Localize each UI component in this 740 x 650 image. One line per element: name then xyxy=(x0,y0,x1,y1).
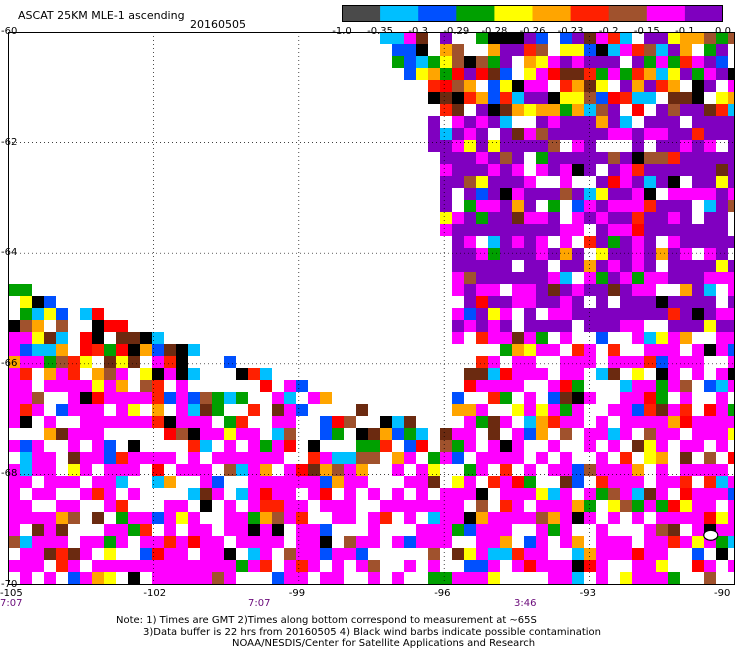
colorbar-label: -0.35 xyxy=(367,26,394,37)
longitude-label: -99 xyxy=(288,588,306,599)
colorbar-swatch xyxy=(646,5,686,22)
colorbar-label: -0.15 xyxy=(633,26,660,37)
note-line-3: NOAA/NESDIS/Center for Satellite Applica… xyxy=(232,638,536,649)
colorbar-swatch xyxy=(342,5,381,22)
latitude-label: -62 xyxy=(1,136,18,148)
colorbar-label: -0.1 xyxy=(675,26,695,37)
product-title: ASCAT 25KM MLE-1 ascending xyxy=(18,9,185,22)
latitude-label: -70 xyxy=(1,579,18,590)
longitude-label: -93 xyxy=(579,588,596,599)
time-label-right: 3:46 xyxy=(514,598,537,609)
colorbar-swatches xyxy=(342,5,724,22)
swath-cells xyxy=(8,32,735,585)
latitude-label: -68 xyxy=(1,468,18,480)
colorbar-label: 0.0 xyxy=(715,26,731,37)
gridlines xyxy=(8,32,735,585)
wind-quality-map xyxy=(8,32,735,585)
colorbar-label: -0.3 xyxy=(408,26,428,37)
colorbar-label: -0.28 xyxy=(481,26,508,37)
colorbar-swatch xyxy=(532,5,572,22)
colorbar-swatch xyxy=(456,5,495,22)
colorbar-label: -0.2 xyxy=(598,26,619,37)
colorbar-swatch xyxy=(494,5,533,22)
longitude-label: -105 xyxy=(0,588,23,599)
colorbar-swatch xyxy=(570,5,610,22)
latitude-label: -66 xyxy=(1,357,18,369)
colorbar xyxy=(342,5,724,22)
note-line-1: Note: 1) Times are GMT 2)Times along bot… xyxy=(116,615,537,626)
colorbar-label: -0.26 xyxy=(519,26,546,37)
island-outline xyxy=(703,529,719,541)
map-frame xyxy=(8,32,735,585)
map-plot xyxy=(8,32,735,585)
product-date: 20160505 xyxy=(190,18,246,31)
time-label-left: 7:07 xyxy=(0,598,23,609)
time-label-middle: 7:07 xyxy=(248,598,271,609)
colorbar-label: -0.29 xyxy=(443,26,470,37)
colorbar-swatch xyxy=(418,5,457,22)
colorbar-label: -0.23 xyxy=(557,26,584,37)
latitude-label: -60 xyxy=(1,26,18,37)
colorbar-label: -1.0 xyxy=(332,26,352,37)
latitude-label: -64 xyxy=(1,247,18,259)
longitude-label: -102 xyxy=(143,588,167,599)
colorbar-swatch xyxy=(380,5,419,22)
longitude-label: -96 xyxy=(434,588,451,599)
colorbar-swatch xyxy=(608,5,648,22)
note-line-2: 3)Data buffer is 22 hrs from 20160505 4)… xyxy=(143,627,601,638)
colorbar-swatch xyxy=(684,5,724,22)
longitude-label: -90 xyxy=(714,588,731,599)
